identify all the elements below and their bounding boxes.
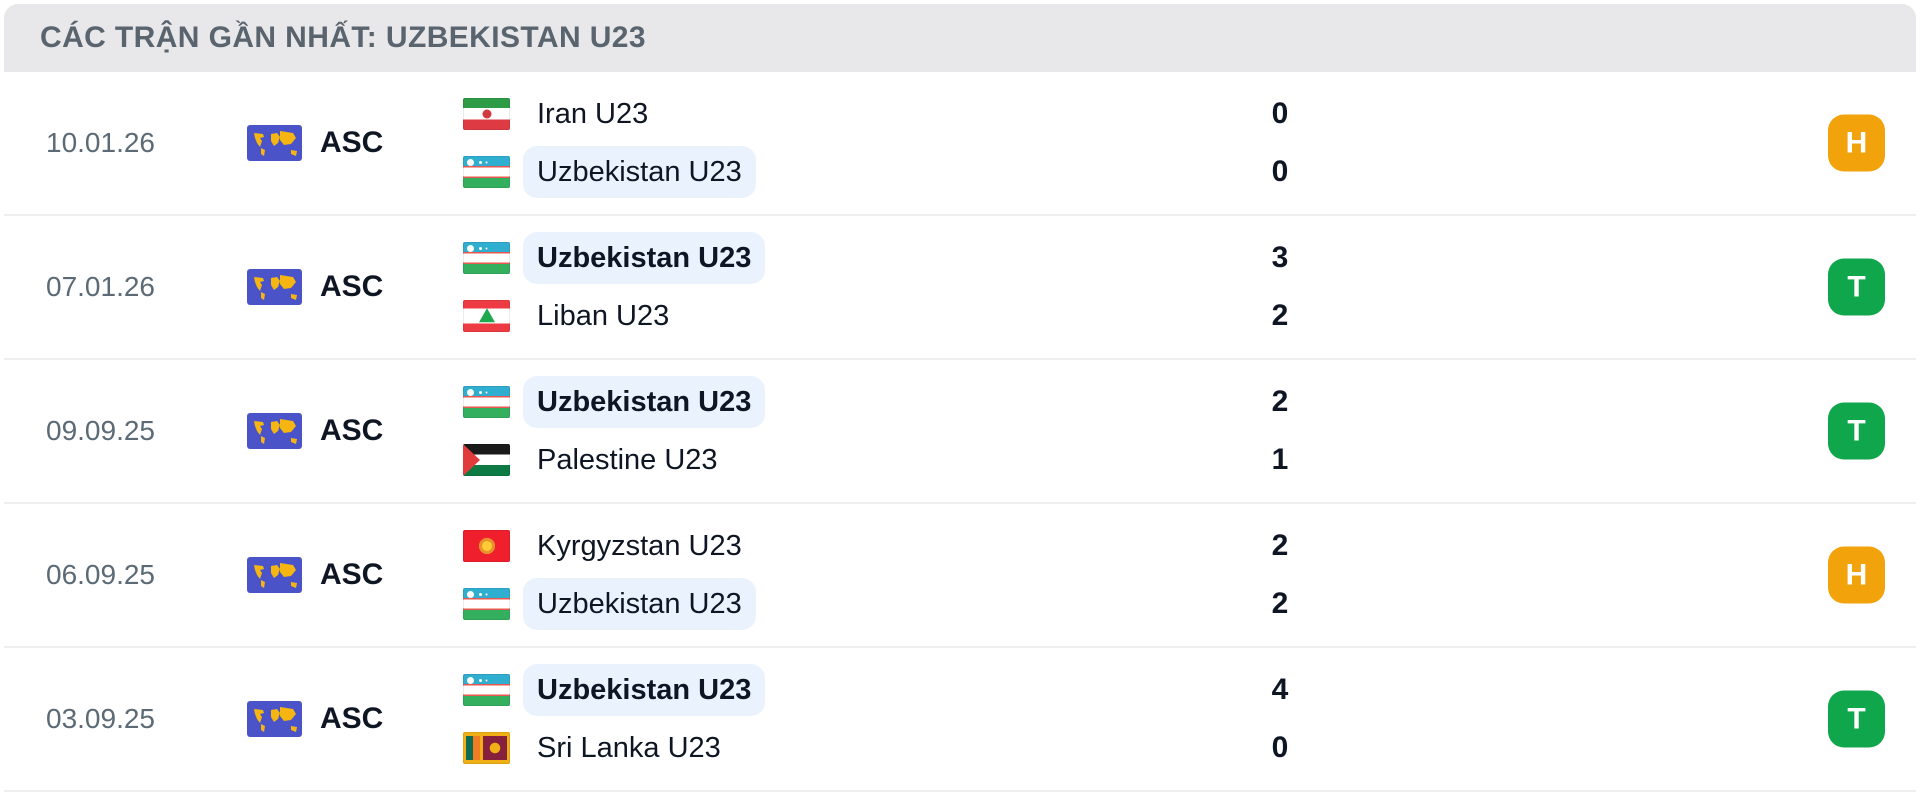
home-team-score: 4	[1271, 673, 1289, 706]
match-date: 06.09.25	[46, 559, 155, 590]
away-team-name[interactable]: Uzbekistan U23	[523, 578, 756, 630]
result-badge: T	[1828, 258, 1885, 316]
home-team-line: Uzbekistan U23 3	[463, 232, 1315, 284]
away-team-name[interactable]: Uzbekistan U23	[523, 146, 756, 198]
match-row[interactable]: 09.09.25 ASC Uzbekistan U23 2 Palestine …	[4, 358, 1916, 502]
away-team-name[interactable]: Sri Lanka U23	[537, 731, 721, 764]
home-team-name[interactable]: Uzbekistan U23	[523, 232, 766, 284]
competition-label: ASC	[320, 126, 384, 159]
competition-label: ASC	[320, 270, 384, 303]
recent-matches-card: CÁC TRẬN GẦN NHẤT: UZBEKISTAN U23 10.01.…	[4, 4, 1916, 792]
result-badge: T	[1828, 402, 1885, 460]
away-team-score: 2	[1271, 299, 1289, 332]
competition: ASC	[247, 413, 463, 449]
match-date: 07.01.26	[46, 271, 155, 302]
team-flag-icon	[463, 300, 510, 332]
away-team-line: Liban U23 2	[463, 290, 1315, 342]
match-date: 10.01.26	[46, 127, 155, 158]
home-team-score: 2	[1271, 529, 1289, 562]
match-date: 03.09.25	[46, 703, 155, 734]
match-row[interactable]: 10.01.26 ASC Iran U23 0 Uzbekistan U23 0	[4, 72, 1916, 214]
result-badge: H	[1828, 546, 1885, 604]
team-flag-icon	[463, 674, 510, 706]
team-flag-icon	[463, 444, 510, 476]
home-team-name[interactable]: Iran U23	[537, 97, 649, 130]
away-team-line: Palestine U23 1	[463, 434, 1315, 486]
home-team-line: Uzbekistan U23 2	[463, 376, 1315, 428]
team-flag-icon	[463, 530, 510, 562]
team-flag-icon	[463, 98, 510, 130]
team-flag-icon	[463, 156, 510, 188]
result-badge: T	[1828, 690, 1885, 748]
competition: ASC	[247, 269, 463, 305]
away-team-score: 0	[1271, 731, 1289, 764]
home-team-name[interactable]: Kyrgyzstan U23	[537, 529, 742, 562]
home-team-line: Kyrgyzstan U23 2	[463, 520, 1315, 572]
competition: ASC	[247, 125, 463, 161]
away-team-score: 0	[1271, 155, 1289, 188]
home-team-score: 0	[1271, 97, 1289, 130]
team-flag-icon	[463, 732, 510, 764]
match-row[interactable]: 07.01.26 ASC Uzbekistan U23 3 Liban U23 …	[4, 214, 1916, 358]
teams: Iran U23 0 Uzbekistan U23 0	[463, 88, 1315, 198]
teams: Uzbekistan U23 4 Sri Lanka U23 0	[463, 664, 1315, 774]
home-team-name[interactable]: Uzbekistan U23	[523, 664, 766, 716]
teams: Uzbekistan U23 2 Palestine U23 1	[463, 376, 1315, 486]
home-team-score: 2	[1271, 385, 1289, 418]
match-row[interactable]: 06.09.25 ASC Kyrgyzstan U23 2 Uzbekistan…	[4, 502, 1916, 646]
team-flag-icon	[463, 588, 510, 620]
team-flag-icon	[463, 242, 510, 274]
away-team-line: Uzbekistan U23 2	[463, 578, 1315, 630]
home-team-line: Uzbekistan U23 4	[463, 664, 1315, 716]
world-globe-icon	[247, 413, 302, 449]
away-team-name[interactable]: Liban U23	[537, 299, 670, 332]
away-team-score: 2	[1271, 587, 1289, 620]
world-globe-icon	[247, 701, 302, 737]
team-flag-icon	[463, 386, 510, 418]
world-globe-icon	[247, 125, 302, 161]
competition-label: ASC	[320, 558, 384, 591]
away-team-name[interactable]: Palestine U23	[537, 443, 718, 476]
competition: ASC	[247, 701, 463, 737]
competition: ASC	[247, 557, 463, 593]
home-team-line: Iran U23 0	[463, 88, 1315, 140]
card-header: CÁC TRẬN GẦN NHẤT: UZBEKISTAN U23	[4, 4, 1916, 72]
teams: Kyrgyzstan U23 2 Uzbekistan U23 2	[463, 520, 1315, 630]
teams: Uzbekistan U23 3 Liban U23 2	[463, 232, 1315, 342]
home-team-score: 3	[1271, 241, 1289, 274]
card-title: CÁC TRẬN GẦN NHẤT: UZBEKISTAN U23	[40, 21, 646, 54]
match-list: 10.01.26 ASC Iran U23 0 Uzbekistan U23 0	[4, 72, 1916, 792]
away-team-line: Uzbekistan U23 0	[463, 146, 1315, 198]
match-row[interactable]: 03.09.25 ASC Uzbekistan U23 4 Sri Lanka …	[4, 646, 1916, 790]
world-globe-icon	[247, 269, 302, 305]
world-globe-icon	[247, 557, 302, 593]
away-team-line: Sri Lanka U23 0	[463, 722, 1315, 774]
competition-label: ASC	[320, 414, 384, 447]
competition-label: ASC	[320, 702, 384, 735]
match-date: 09.09.25	[46, 415, 155, 446]
away-team-score: 1	[1271, 443, 1289, 476]
home-team-name[interactable]: Uzbekistan U23	[523, 376, 766, 428]
result-badge: H	[1828, 114, 1885, 172]
